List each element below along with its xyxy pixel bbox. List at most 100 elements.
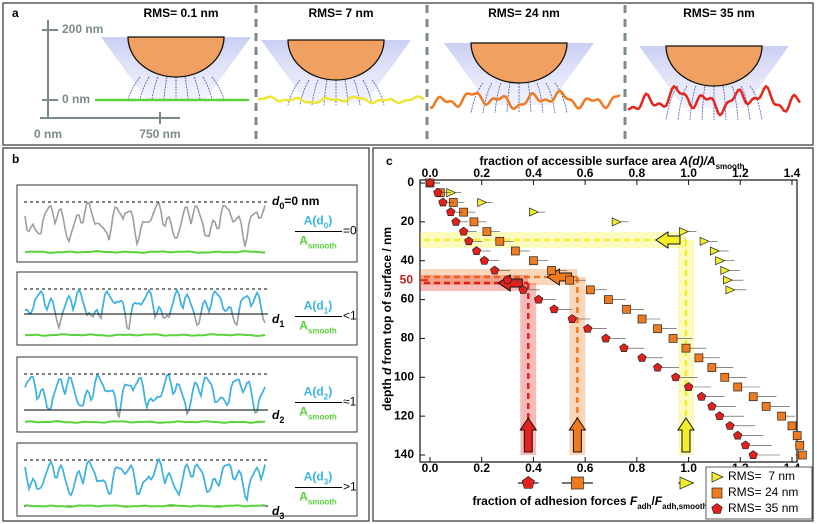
polymer-chain	[323, 79, 328, 106]
y-tick-label: 120	[394, 408, 414, 422]
text-part: d	[272, 194, 280, 208]
data-point	[458, 226, 469, 236]
data-point	[611, 217, 622, 227]
fraction-relation: >1	[343, 480, 357, 494]
text-part: smooth	[308, 326, 337, 335]
data-point	[696, 391, 707, 401]
data-point	[733, 430, 743, 440]
depth-label: d0=0 nm	[272, 194, 319, 211]
polymer-chain	[722, 85, 727, 121]
data-point	[792, 431, 802, 440]
accessible-profile	[24, 287, 264, 314]
text-part: fraction of adhesion forces	[473, 494, 630, 508]
polymer-chain	[299, 79, 310, 106]
polymer-chain	[151, 76, 159, 100]
data-point	[490, 265, 500, 275]
data-point	[495, 236, 505, 246]
polymer-chain	[287, 79, 301, 106]
data-point	[502, 275, 513, 285]
text-part: depth	[380, 375, 394, 411]
y-tick-label: 80	[401, 331, 415, 345]
panel-b: bd0=0 nmA(d0)Asmooth=0d1A(d1)Asmooth<1d2…	[12, 152, 358, 521]
profile-box	[16, 442, 358, 517]
polymer-chain	[139, 76, 150, 100]
text-part: =0 nm	[284, 194, 319, 208]
fraction-numerator: A(d0)	[304, 214, 332, 230]
highlight-tick-label: 50	[400, 272, 414, 286]
polymer-chain	[731, 85, 739, 121]
polymer-chain	[353, 79, 361, 106]
data-point	[604, 295, 613, 304]
data-point	[549, 304, 559, 314]
text-part: )	[328, 214, 332, 228]
data-point	[707, 363, 717, 372]
depth-label: d2	[272, 408, 284, 425]
data-point	[694, 353, 704, 363]
accessible-profile	[24, 374, 266, 410]
text-part: A(d	[304, 470, 324, 484]
data-point	[681, 343, 691, 353]
arrow-up	[568, 417, 587, 453]
data-point	[748, 450, 758, 459]
data-point	[787, 421, 797, 431]
legend-label: RMS= 24 nm	[728, 485, 798, 499]
data-point	[425, 178, 435, 187]
text-part: 1	[279, 319, 284, 329]
substrate	[24, 420, 266, 424]
data-point	[464, 236, 474, 246]
polymer-chain	[677, 85, 688, 121]
arrow-up	[519, 417, 538, 453]
axis-label: 750 nm	[139, 127, 180, 141]
text-part: fraction of accessible surface area	[480, 154, 680, 168]
fraction-relation: ≈1	[343, 395, 357, 409]
x-tick-label: 0.8	[629, 166, 646, 180]
arrow-up	[677, 417, 695, 453]
data-point	[547, 266, 556, 275]
text-part: d	[272, 504, 280, 518]
x2-tick-label: 0.8	[629, 461, 646, 475]
data-point	[471, 246, 482, 255]
arrow-left	[655, 231, 681, 249]
fraction-relation: <1	[343, 309, 357, 323]
data-point	[795, 440, 805, 450]
guide-band	[420, 232, 686, 248]
text-part: F	[630, 494, 638, 508]
text-part: )	[328, 470, 332, 484]
data-point	[637, 353, 647, 362]
text-part: 2	[324, 392, 329, 401]
y-axis-title: depth d from top of surface / nm	[380, 227, 394, 411]
x-tick-label: 0.2	[473, 166, 490, 180]
surface-profile	[627, 84, 802, 117]
data-point	[619, 343, 629, 353]
text-part: d	[272, 312, 280, 326]
y-tick-label: 60	[401, 292, 415, 306]
text-part: /	[651, 494, 655, 508]
polymer-chain	[740, 85, 751, 121]
data-point	[433, 187, 443, 197]
text-part: adh,smooth	[662, 502, 707, 511]
panel-label: b	[12, 152, 19, 166]
panel-b-frame	[2, 147, 370, 522]
text-part: adh	[637, 502, 651, 511]
panel-title: RMS= 0.1 nm	[143, 6, 218, 20]
fraction-denominator: Asmooth	[299, 234, 337, 250]
data-point	[733, 382, 743, 392]
polymer-chain	[689, 85, 697, 121]
y-tick-label: 0	[407, 175, 414, 189]
panel-title: RMS= 7 nm	[308, 6, 373, 20]
data-point	[740, 440, 751, 450]
adhesion-point	[571, 476, 584, 490]
data-point	[510, 246, 520, 256]
x2-tick-label: 0.2	[473, 461, 490, 475]
data-point	[446, 207, 456, 217]
data-point	[720, 372, 730, 382]
data-point	[725, 421, 735, 430]
data-point	[748, 392, 758, 402]
text-part: )	[328, 299, 332, 313]
polymer-chain	[311, 79, 319, 106]
data-point	[714, 411, 725, 421]
probe-tip	[470, 42, 568, 84]
panel-c: c fraction of accessible surface area A(d…	[380, 154, 813, 520]
polymer-chain	[665, 85, 679, 121]
surface-profile	[429, 89, 621, 111]
